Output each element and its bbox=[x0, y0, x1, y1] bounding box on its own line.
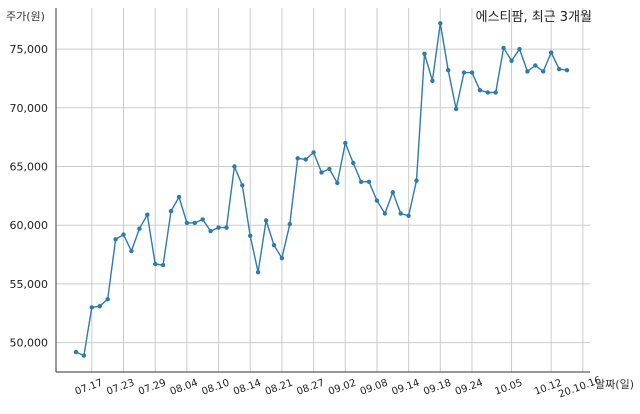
data-point bbox=[137, 226, 142, 231]
data-point bbox=[113, 237, 118, 242]
data-point bbox=[105, 297, 110, 302]
y-tick-label: 50,000 bbox=[10, 337, 49, 350]
price-data-points bbox=[73, 21, 570, 358]
data-point bbox=[343, 140, 348, 146]
data-point bbox=[390, 190, 395, 195]
data-point bbox=[311, 150, 316, 155]
data-point bbox=[438, 21, 443, 26]
x-tick-label: 08.14 bbox=[232, 378, 263, 398]
data-point bbox=[358, 179, 364, 184]
x-tick-label: 09.14 bbox=[390, 378, 421, 398]
data-point bbox=[89, 305, 95, 310]
data-point bbox=[446, 68, 451, 73]
data-point bbox=[509, 58, 514, 63]
data-point bbox=[303, 157, 308, 162]
x-tick-label: 08.27 bbox=[295, 378, 326, 398]
data-point bbox=[422, 51, 427, 56]
data-point bbox=[501, 45, 506, 51]
data-point bbox=[461, 70, 467, 75]
data-point bbox=[200, 217, 205, 222]
data-point bbox=[525, 69, 530, 74]
data-point bbox=[121, 232, 126, 237]
data-point bbox=[153, 261, 158, 267]
x-tick-label: 08.21 bbox=[264, 378, 295, 398]
data-point bbox=[279, 255, 285, 261]
data-point bbox=[97, 304, 103, 309]
x-tick-label: 10.05 bbox=[493, 378, 524, 398]
data-point bbox=[192, 220, 197, 226]
data-point bbox=[176, 194, 182, 200]
data-point bbox=[453, 106, 459, 112]
data-point bbox=[414, 178, 419, 183]
x-tick-label: 09.02 bbox=[327, 378, 358, 398]
data-point bbox=[533, 63, 538, 68]
data-point bbox=[145, 212, 150, 217]
data-point bbox=[549, 50, 554, 55]
data-point bbox=[564, 68, 570, 73]
data-point bbox=[232, 164, 237, 169]
data-point bbox=[382, 211, 388, 216]
data-point bbox=[517, 46, 522, 52]
y-tick-label: 70,000 bbox=[10, 102, 49, 115]
y-tick-label: 60,000 bbox=[10, 219, 49, 232]
data-point bbox=[541, 69, 546, 74]
y-tick-label: 55,000 bbox=[10, 278, 49, 291]
x-tick-label: 09.24 bbox=[454, 378, 485, 398]
y-axis-label: 주가(원) bbox=[6, 10, 45, 23]
x-tick-label: 07.29 bbox=[137, 378, 168, 398]
data-point bbox=[255, 270, 261, 275]
data-point bbox=[477, 88, 483, 93]
data-point bbox=[327, 166, 332, 172]
data-point bbox=[374, 198, 380, 203]
data-point bbox=[485, 90, 490, 95]
x-axis-label: 날짜(일) bbox=[595, 378, 634, 391]
data-point bbox=[556, 66, 562, 72]
data-point bbox=[287, 221, 292, 227]
data-point bbox=[240, 183, 245, 188]
data-point bbox=[160, 262, 166, 268]
data-point bbox=[208, 228, 213, 234]
data-point bbox=[271, 243, 277, 248]
data-point bbox=[224, 225, 229, 230]
x-tick-label: 08.10 bbox=[200, 378, 231, 398]
data-point bbox=[73, 349, 79, 355]
x-tick-label: 08.04 bbox=[169, 378, 200, 398]
y-tick-label: 65,000 bbox=[10, 161, 49, 174]
data-point bbox=[168, 208, 174, 214]
data-point bbox=[129, 248, 134, 254]
data-point bbox=[263, 218, 269, 223]
x-tick-label: 07.23 bbox=[105, 378, 136, 398]
chart-title: 에스티팜, 최근 3개월 bbox=[475, 10, 592, 25]
x-tick-label: 09.08 bbox=[359, 378, 390, 398]
data-point bbox=[469, 70, 475, 75]
price-series-line bbox=[75, 23, 568, 357]
x-tick-label: 07.17 bbox=[74, 378, 105, 398]
data-point bbox=[248, 233, 253, 238]
y-tick-label: 75,000 bbox=[10, 43, 49, 56]
data-point bbox=[81, 353, 87, 358]
data-point bbox=[351, 160, 356, 166]
data-point bbox=[335, 180, 340, 186]
data-point bbox=[493, 90, 498, 95]
axes bbox=[55, 8, 590, 373]
data-point bbox=[216, 225, 221, 230]
grid-lines bbox=[56, 8, 590, 372]
data-point bbox=[366, 179, 372, 184]
data-point bbox=[430, 78, 435, 84]
data-point bbox=[295, 156, 300, 161]
x-tick-labels: 07.17 07.23 07.29 08.04 08.10 08.14 08.21 08.27… bbox=[74, 375, 603, 401]
data-point bbox=[406, 213, 411, 218]
data-point bbox=[184, 220, 190, 226]
data-point bbox=[398, 211, 403, 216]
data-point bbox=[319, 170, 324, 175]
x-tick-label: 09.18 bbox=[422, 378, 453, 398]
y-tick-labels: 50,000 55,000 60,000 65,000 70,000 75,000 bbox=[10, 43, 49, 350]
